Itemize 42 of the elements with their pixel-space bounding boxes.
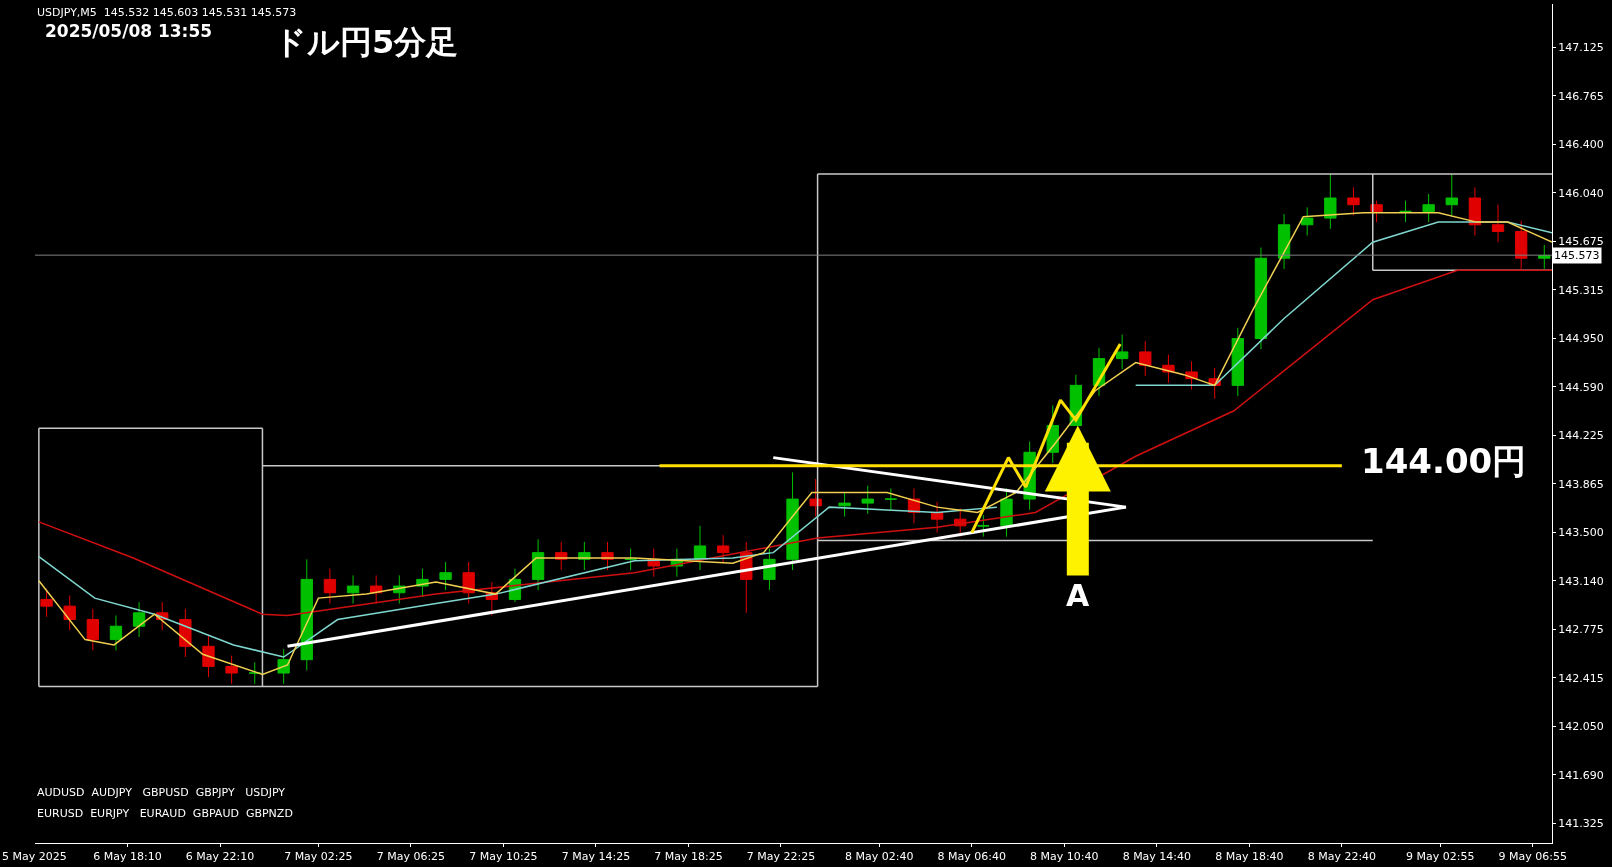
- x-tick-label: 8 May 02:40: [845, 850, 914, 864]
- x-tick-label: 7 May 18:25: [654, 850, 723, 864]
- y-tick-label: 143.865: [1558, 477, 1604, 491]
- annotation: 144.00円: [1361, 441, 1527, 481]
- y-tick-label: 142.415: [1558, 671, 1604, 685]
- x-tick-label: 9 May 02:55: [1405, 850, 1475, 864]
- text: 5 May 2025: [2, 850, 67, 863]
- y-tick-label: 141.325: [1558, 817, 1604, 831]
- x-tick-label: 7 May 14:25: [561, 850, 631, 864]
- ref-line-label: 145.573: [1554, 249, 1600, 262]
- text: ドル円5分足: [274, 22, 459, 61]
- x-tick-label: 8 May 10:40: [1030, 850, 1099, 864]
- y-tick-label: 146.765: [1558, 89, 1604, 103]
- x-tick-label: 6 May 22:10: [185, 850, 255, 864]
- y-tick-label: 145.675: [1558, 235, 1604, 249]
- x-tick-label: 8 May 18:40: [1215, 850, 1284, 864]
- x-tick-label: 7 May 06:25: [376, 850, 446, 864]
- x-tick-label: 8 May 14:40: [1122, 850, 1192, 864]
- y-tick-label: 146.400: [1558, 138, 1604, 152]
- x-tick-label: 8 May 06:40: [937, 850, 1007, 864]
- annotation: AUDUSD AUDJPY GBPUSD GBPJPY USDJPY: [37, 786, 286, 799]
- y-tick-label: 146.040: [1558, 186, 1604, 200]
- annotation: 2025/05/08 13:55: [45, 21, 213, 41]
- y-tick-label: 142.775: [1558, 623, 1604, 637]
- y-tick-label: 143.500: [1558, 526, 1604, 540]
- y-tick-label: 144.950: [1558, 332, 1604, 346]
- x-tick-label: 8 May 22:40: [1307, 850, 1377, 864]
- y-tick-label: 143.140: [1558, 574, 1604, 588]
- y-tick-label: 144.225: [1558, 429, 1604, 443]
- x-tick-label: 7 May 02:25: [284, 850, 353, 864]
- x-tick-label: 7 May 22:25: [746, 850, 816, 864]
- x-tick-label: 6 May 18:10: [93, 850, 162, 864]
- y-tick-label: 147.125: [1558, 41, 1604, 55]
- x-tick-label: 9 May 06:55: [1498, 850, 1567, 864]
- annotation: USDJPY,M5 145.532 145.603 145.531 145.573: [37, 6, 297, 19]
- y-tick-label: 144.590: [1558, 380, 1604, 394]
- y-tick-label: 145.315: [1558, 283, 1604, 297]
- y-tick-label: 142.050: [1558, 720, 1604, 734]
- annotation: A: [1066, 578, 1090, 613]
- y-tick-label: 141.690: [1558, 768, 1604, 782]
- x-tick-label: 7 May 10:25: [469, 850, 538, 864]
- annotation: EURUSD EURJPY EURAUD GBPAUD GBPNZD: [37, 807, 293, 820]
